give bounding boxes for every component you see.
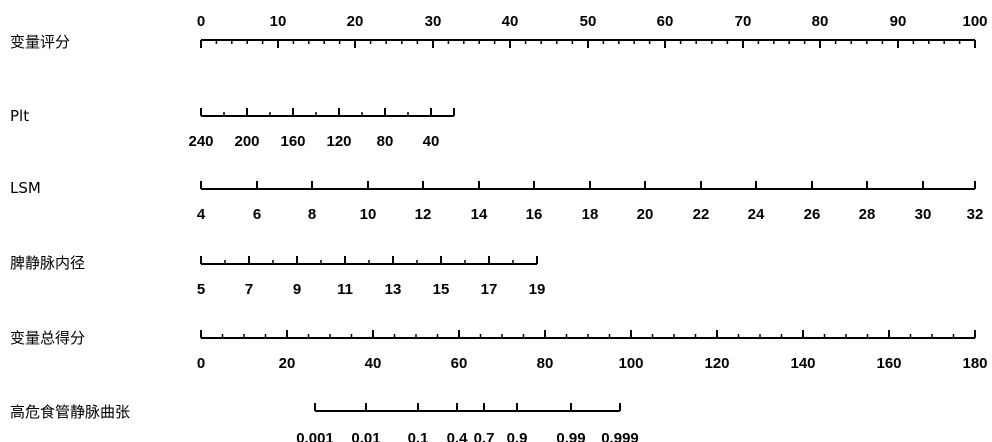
tick-label: 40 (502, 13, 519, 30)
tick-label: 160 (280, 133, 305, 150)
row-label-lsm: LSM (10, 179, 41, 197)
row-lsm: LSM 4 6 8 10 12 14 16 18 20 22 24 26 28 30 32 (10, 179, 983, 223)
tick-label: 0.9 (507, 430, 528, 442)
row-label-splenic-vein: 脾静脉内径 (10, 254, 85, 272)
tick-label: 70 (735, 13, 752, 30)
tick-label: 80 (537, 355, 554, 372)
tick-label: 50 (580, 13, 597, 30)
tick-label: 14 (471, 206, 488, 223)
tick-label: 120 (326, 133, 351, 150)
tick-label: 19 (529, 281, 546, 298)
row-plt: Plt 240 200 160 120 80 40 (10, 107, 455, 150)
tick-label: 26 (804, 206, 821, 223)
tick-label: 9 (293, 281, 301, 298)
tick-label: 160 (876, 355, 901, 372)
tick-label: 0.001 (296, 430, 334, 442)
axis-lsm: 4 6 8 10 12 14 16 18 20 22 24 26 28 30 32 (197, 181, 984, 223)
tick-label: 10 (360, 206, 377, 223)
axis-plt: 240 200 160 120 80 40 (188, 108, 455, 150)
tick-label: 200 (234, 133, 259, 150)
tick-label: 17 (481, 281, 498, 298)
tick-label: 0.01 (351, 430, 380, 442)
tick-label: 7 (245, 281, 253, 298)
tick-label: 32 (967, 206, 984, 223)
axis-risk: 0.001 0.01 0.1 0.4 0.7 0.9 0.99 0.999 (296, 403, 639, 442)
tick-label: 0.999 (601, 430, 639, 442)
tick-label: 10 (270, 13, 287, 30)
axis-total-points: 0 20 40 60 80 100 120 140 160 180 (197, 330, 988, 372)
tick-label: 140 (790, 355, 815, 372)
tick-label: 40 (423, 133, 440, 150)
axis-splenic-vein: 5 7 9 11 13 15 17 19 (197, 256, 546, 298)
tick-label: 60 (657, 13, 674, 30)
row-risk: 高危食管静脉曲张 0.001 0.01 0.1 0.4 0.7 0.9 0.99 0.999 (10, 403, 639, 442)
tick-label: 30 (425, 13, 442, 30)
tick-label: 12 (415, 206, 432, 223)
tick-label: 5 (197, 281, 205, 298)
row-points: 变量评分 0 10 20 30 40 50 60 70 80 90 100 (10, 13, 988, 51)
tick-label: 90 (890, 13, 907, 30)
row-label-total-points: 变量总得分 (10, 329, 85, 347)
tick-label: 0 (197, 13, 205, 30)
tick-label: 180 (962, 355, 987, 372)
tick-label: 13 (385, 281, 402, 298)
tick-label: 0.1 (408, 430, 429, 442)
tick-label: 20 (279, 355, 296, 372)
tick-label: 20 (347, 13, 364, 30)
row-splenic-vein: 脾静脉内径 5 7 9 11 13 15 17 19 (10, 254, 545, 298)
tick-label: 120 (704, 355, 729, 372)
tick-label: 60 (451, 355, 468, 372)
tick-label: 6 (253, 206, 261, 223)
row-label-points: 变量评分 (10, 33, 70, 51)
tick-label: 100 (962, 13, 987, 30)
tick-label: 8 (308, 206, 316, 223)
tick-label: 40 (365, 355, 382, 372)
tick-label: 4 (197, 206, 206, 223)
tick-label: 240 (188, 133, 213, 150)
row-label-risk: 高危食管静脉曲张 (10, 403, 130, 421)
tick-label: 11 (337, 281, 353, 298)
row-total-points: 变量总得分 0 20 40 60 80 100 120 140 160 180 (10, 329, 988, 372)
tick-label: 22 (693, 206, 710, 223)
tick-label: 16 (526, 206, 543, 223)
tick-label: 0.4 (447, 430, 469, 442)
tick-label: 0.7 (474, 430, 495, 442)
tick-label: 80 (377, 133, 394, 150)
tick-label: 0.99 (556, 430, 585, 442)
tick-label: 28 (859, 206, 876, 223)
tick-label: 20 (637, 206, 654, 223)
tick-label: 30 (915, 206, 932, 223)
tick-label: 100 (618, 355, 643, 372)
tick-label: 24 (748, 206, 765, 223)
row-label-plt: Plt (10, 107, 29, 125)
tick-label: 80 (812, 13, 829, 30)
axis-points: 0 10 20 30 40 50 60 70 80 90 100 (197, 13, 988, 48)
tick-label: 0 (197, 355, 205, 372)
tick-label: 15 (433, 281, 450, 298)
tick-label: 18 (582, 206, 599, 223)
